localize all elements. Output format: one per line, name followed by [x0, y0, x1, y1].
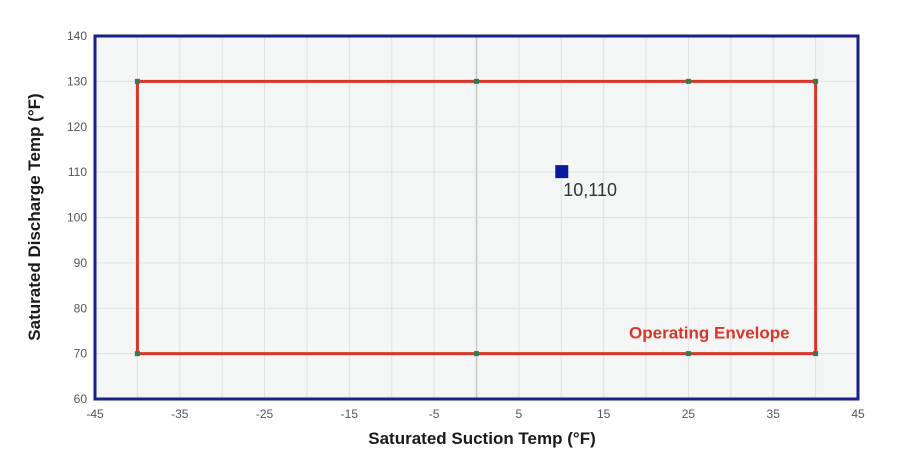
data-point-label: 10,110: [563, 180, 617, 200]
y-tick-label: 70: [74, 347, 88, 361]
x-tick-label: -45: [86, 407, 104, 421]
envelope-vertex: [474, 351, 479, 357]
x-tick-label: -5: [429, 407, 440, 421]
x-axis-label: Saturated Suction Temp (°F): [368, 429, 596, 448]
envelope-vertex: [134, 351, 140, 357]
x-tick-label: 35: [767, 407, 781, 421]
y-tick-label: 140: [67, 29, 87, 43]
envelope-vertex: [685, 78, 691, 84]
envelope-vertex: [813, 78, 819, 84]
y-tick-label: 120: [67, 120, 87, 134]
plot-frame: [93, 34, 860, 401]
envelope-vertex: [474, 78, 479, 84]
data-point: [555, 165, 569, 179]
y-tick-label: 60: [74, 392, 88, 406]
x-tick-label: 25: [682, 407, 696, 421]
x-tick-label: -25: [256, 407, 274, 421]
y-tick-label: 110: [68, 165, 87, 179]
x-tick-label: 15: [597, 407, 611, 421]
envelope-vertex: [134, 78, 140, 84]
envelope-label: Operating Envelope: [629, 324, 790, 343]
y-tick-label: 90: [74, 256, 88, 270]
x-tick-label: -15: [341, 407, 359, 421]
x-tick-label: -35: [171, 407, 189, 421]
y-axis-ticks: 60 70 80 90 100 110 120 130 140: [67, 29, 87, 406]
y-tick-label: 80: [74, 301, 88, 315]
operating-envelope: Operating Envelope: [134, 78, 819, 357]
y-tick-label: 130: [67, 74, 87, 88]
envelope-vertex: [813, 351, 819, 357]
x-tick-label: 45: [851, 407, 865, 421]
x-axis-ticks: -45 -35 -25 -15 -5 5 15 25 35 45: [86, 407, 865, 421]
y-axis-label: Saturated Discharge Temp (°F): [25, 93, 44, 340]
y-tick-label: 100: [67, 211, 87, 225]
x-tick-label: 5: [516, 407, 523, 421]
envelope-vertex: [685, 351, 691, 357]
data-points: 10,110: [555, 165, 617, 200]
